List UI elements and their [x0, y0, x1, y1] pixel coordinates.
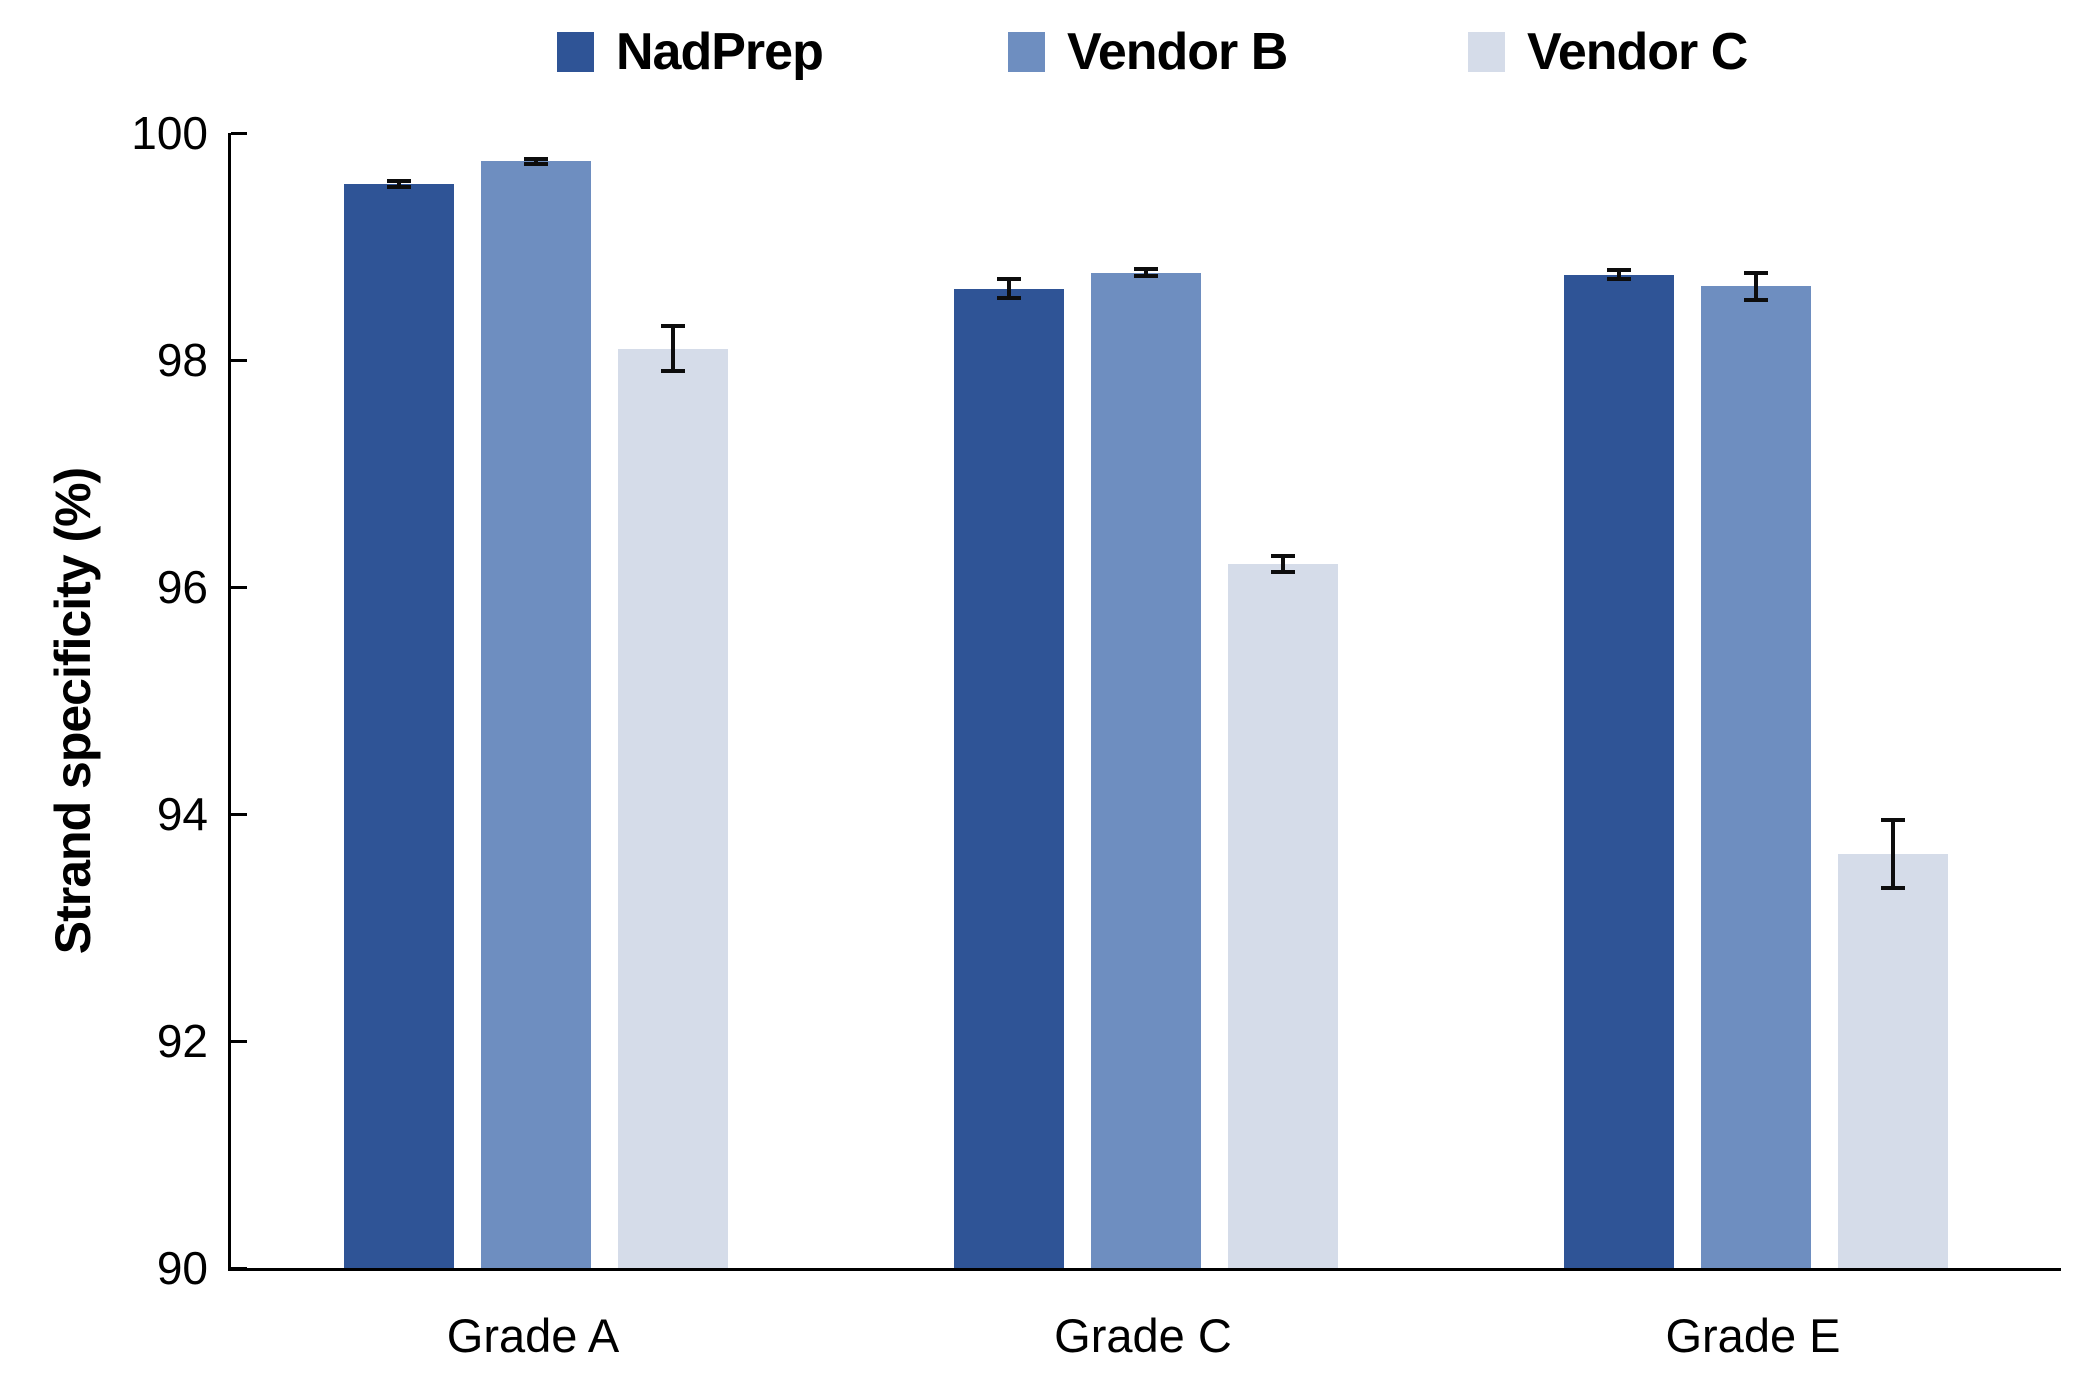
error-bar-cap-bottom-vendor-b-grade-e [1744, 297, 1768, 302]
error-bar-cap-bottom-nadprep-grade-e [1607, 277, 1631, 282]
error-bar-cap-top-nadprep-grade-a [387, 178, 411, 183]
legend-label-vendor-b: Vendor B [1067, 23, 1288, 81]
y-tick-label-94: 94 [156, 788, 208, 840]
y-tick-mark-92 [231, 1039, 247, 1043]
error-bar-vendor-b-grade-a [534, 159, 538, 164]
error-bar-cap-bottom-vendor-c-grade-e [1881, 885, 1905, 890]
y-tick-label-100: 100 [131, 107, 208, 159]
error-bar-cap-bottom-vendor-b-grade-c [1134, 274, 1158, 278]
bar-nadprep-grade-e [1564, 274, 1674, 1268]
y-tick-mark-100 [231, 131, 247, 135]
legend-swatch-vendor-c [1468, 32, 1505, 72]
bar-vendor-c-grade-a [618, 348, 728, 1268]
error-bar-cap-top-vendor-b-grade-a [524, 157, 548, 162]
y-tick-label-90: 90 [156, 1242, 208, 1294]
error-bar-cap-top-vendor-b-grade-e [1744, 270, 1768, 275]
legend-label-nadprep: NadPrep [616, 23, 824, 81]
error-bar-vendor-c-grade-a [671, 325, 675, 372]
legend-label-vendor-c: Vendor C [1527, 23, 1748, 81]
y-tick-label-98: 98 [156, 334, 208, 386]
error-bar-cap-top-vendor-c-grade-a [661, 323, 685, 328]
legend-item-vendor-c: Vendor C [1468, 22, 1748, 82]
y-tick-label-92: 92 [156, 1015, 208, 1067]
bar-nadprep-grade-c [954, 288, 1064, 1268]
error-bar-vendor-b-grade-c [1144, 269, 1148, 276]
error-bar-vendor-c-grade-e [1891, 819, 1895, 888]
error-bar-cap-bottom-vendor-c-grade-a [661, 369, 685, 374]
legend-swatch-vendor-b [1008, 32, 1045, 72]
y-axis-title: Strand specificity (%) [45, 467, 101, 955]
bar-vendor-b-grade-a [481, 161, 591, 1268]
y-tick-mark-96 [231, 585, 247, 589]
bar-vendor-c-grade-e [1838, 853, 1948, 1268]
bar-vendor-b-grade-e [1701, 286, 1811, 1268]
y-tick-label-96: 96 [156, 561, 208, 613]
error-bar-cap-top-vendor-c-grade-e [1881, 817, 1905, 822]
error-bar-cap-top-vendor-c-grade-c [1271, 554, 1295, 559]
error-bar-cap-bottom-vendor-c-grade-c [1271, 570, 1295, 575]
error-bar-cap-bottom-nadprep-grade-c [997, 295, 1021, 300]
x-category-label-grade-e: Grade E [1665, 1309, 1841, 1362]
y-tick-mark-94 [231, 812, 247, 816]
y-tick-mark-90 [231, 1266, 247, 1270]
error-bar-nadprep-grade-c [1007, 279, 1011, 298]
plot-area [228, 131, 2061, 1271]
bar-vendor-b-grade-c [1091, 272, 1201, 1268]
error-bar-cap-top-nadprep-grade-e [1607, 268, 1631, 273]
error-bar-cap-top-vendor-b-grade-c [1134, 267, 1158, 272]
error-bar-cap-bottom-nadprep-grade-a [387, 185, 411, 190]
bar-vendor-c-grade-c [1228, 564, 1338, 1268]
error-bar-vendor-c-grade-c [1281, 556, 1285, 573]
error-bar-nadprep-grade-a [397, 180, 401, 188]
error-bar-vendor-b-grade-e [1754, 272, 1758, 300]
x-category-label-grade-a: Grade A [446, 1309, 620, 1362]
error-bar-nadprep-grade-e [1617, 270, 1621, 280]
x-category-label-grade-c: Grade C [1054, 1309, 1232, 1362]
legend-item-vendor-b: Vendor B [1008, 22, 1288, 82]
legend-swatch-nadprep [557, 32, 594, 72]
legend-item-nadprep: NadPrep [557, 22, 824, 82]
error-bar-cap-bottom-vendor-b-grade-a [524, 161, 548, 166]
bar-nadprep-grade-a [344, 184, 454, 1268]
error-bar-cap-top-nadprep-grade-c [997, 277, 1021, 282]
y-tick-mark-98 [231, 358, 247, 362]
